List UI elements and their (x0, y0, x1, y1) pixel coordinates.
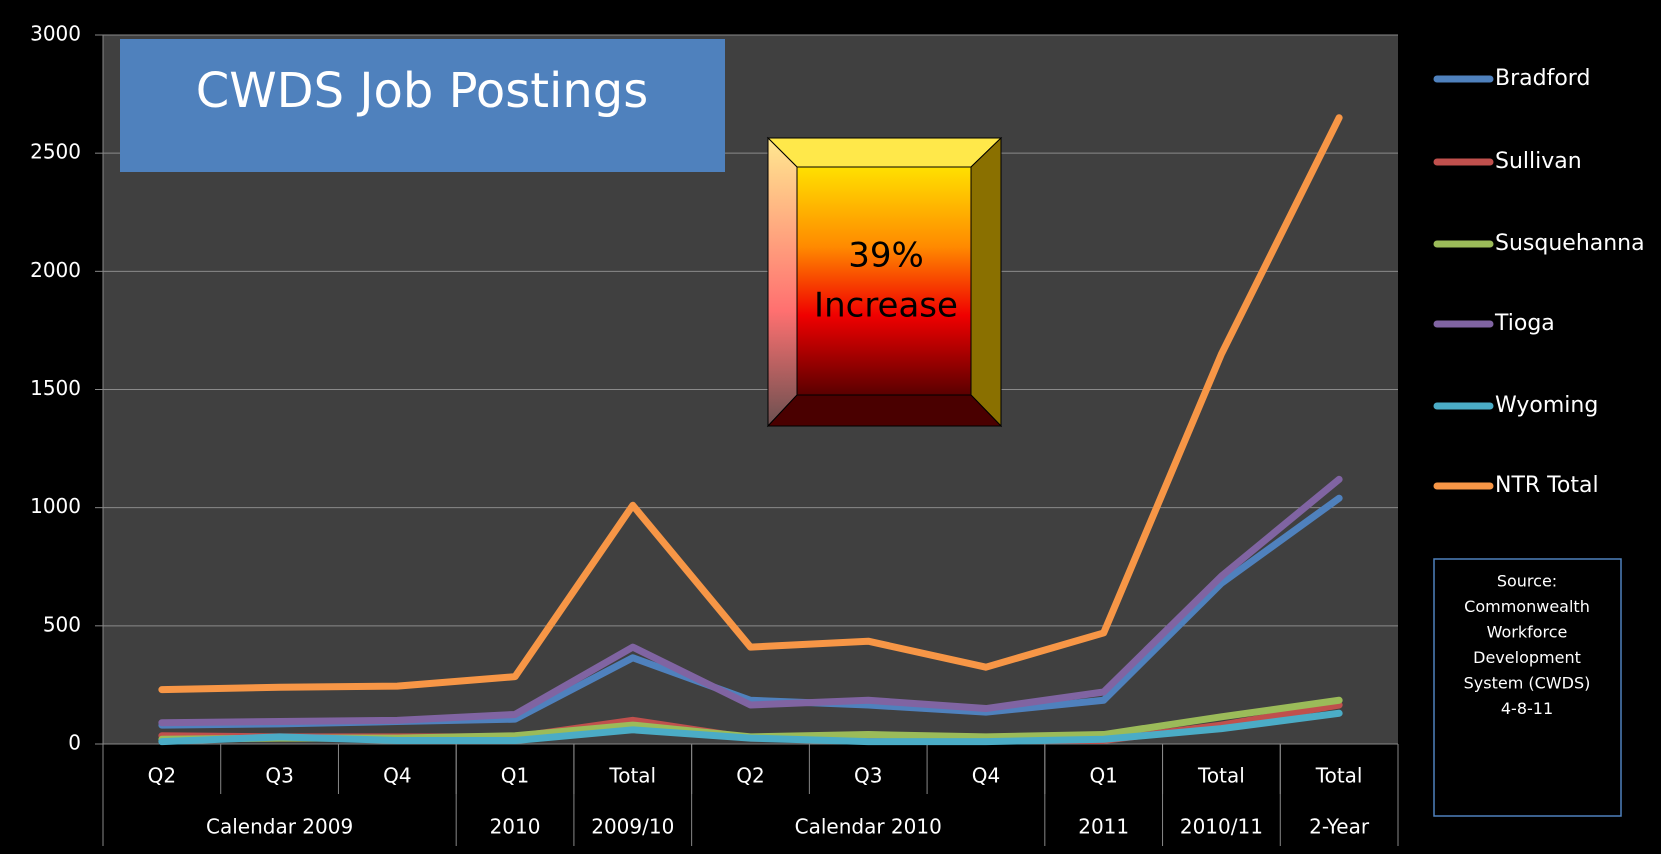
x-tick-label: Q2 (736, 764, 764, 788)
source-text: Source: (1497, 572, 1557, 591)
y-tick-label: 2500 (30, 140, 81, 164)
y-tick-label: 3000 (30, 22, 81, 46)
callout-text: 39% (848, 236, 924, 276)
x-tick-label: Total (1197, 764, 1245, 788)
x-group-label: Calendar 2009 (206, 815, 353, 839)
x-tick-label: Q2 (148, 764, 176, 788)
callout: 39% Increase (766, 136, 1003, 428)
series-line (158, 709, 1343, 746)
bevel-right (970, 136, 1002, 428)
x-tick-label: Q1 (501, 764, 529, 788)
legend-label: Sullivan (1495, 149, 1582, 174)
y-tick-label: 1500 (30, 376, 81, 400)
callout-text: Increase (814, 286, 958, 326)
source-text: System (CWDS) (1464, 674, 1591, 693)
series-line (158, 114, 1343, 694)
legend-label: Wyoming (1495, 393, 1598, 418)
title-box (120, 39, 725, 172)
x-tick-label: Total (608, 764, 656, 788)
y-tick-label: 0 (68, 731, 81, 755)
bevel-face (796, 166, 972, 396)
legend-label: Tioga (1494, 311, 1555, 336)
source-text: Commonwealth (1464, 597, 1590, 616)
y-tick-label: 2000 (30, 258, 81, 282)
bevel-bottom (766, 394, 1003, 427)
bevel-top (766, 137, 1003, 168)
x-tick-label: Q4 (383, 764, 411, 788)
legend-label: NTR Total (1495, 473, 1599, 498)
x-tick-label: Q3 (265, 764, 293, 788)
x-group-label: Calendar 2010 (795, 815, 942, 839)
x-tick-label: Q1 (1089, 764, 1117, 788)
x-group-label: 2010/11 (1180, 815, 1263, 839)
source-text: 4-8-11 (1501, 699, 1553, 718)
source-box (1433, 558, 1622, 817)
legend-label: Susquehanna (1495, 231, 1645, 256)
source-text: Development (1473, 648, 1581, 667)
legend-label: Bradford (1495, 66, 1590, 91)
x-group-label: 2-Year (1309, 815, 1370, 839)
series-line (158, 475, 1343, 727)
bevel-left (767, 136, 798, 428)
x-tick-label: Q3 (854, 764, 882, 788)
chart-title: CWDS Job Postings (196, 63, 649, 119)
x-tick-label: Q4 (972, 764, 1000, 788)
x-group-label: 2009/10 (591, 815, 674, 839)
y-tick-label: 500 (43, 612, 81, 636)
y-tick-label: 1000 (30, 494, 81, 518)
x-tick-label: Total (1315, 764, 1363, 788)
x-group-label: 2011 (1078, 815, 1129, 839)
source-text: Workforce (1487, 623, 1568, 642)
x-group-label: 2010 (490, 815, 541, 839)
